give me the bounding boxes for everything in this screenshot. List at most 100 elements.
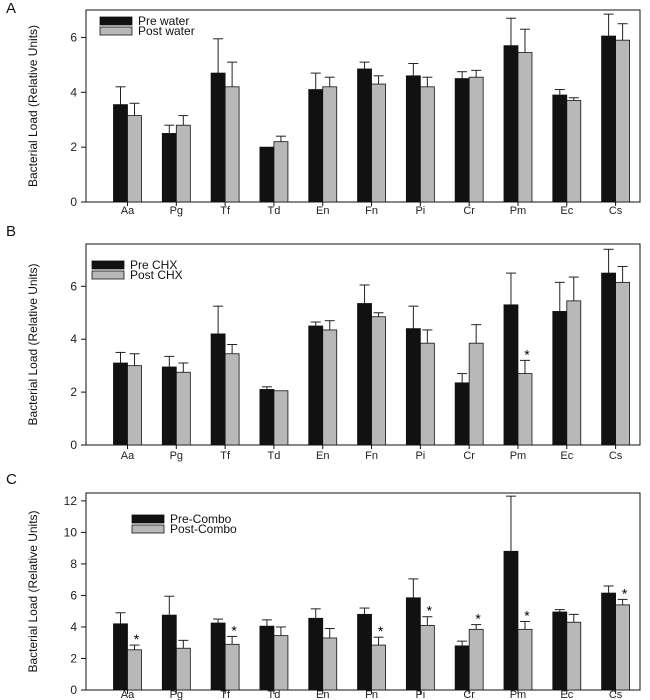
bar-post bbox=[566, 621, 582, 691]
x-tick-label: En bbox=[316, 450, 329, 462]
bar-pre bbox=[308, 89, 324, 203]
y-tick-label: 8 bbox=[70, 557, 77, 571]
bar-pre bbox=[503, 550, 519, 691]
x-tick-label: Cr bbox=[463, 450, 475, 462]
significance-star: * bbox=[622, 585, 628, 601]
x-tick-label: Cr bbox=[463, 689, 475, 700]
x-tick-label: Aa bbox=[121, 450, 135, 462]
x-tick-label: Fn bbox=[365, 450, 378, 462]
legend-label: Pre water bbox=[138, 14, 189, 28]
bar-post bbox=[175, 124, 191, 203]
y-tick-label: 12 bbox=[64, 494, 78, 508]
y-tick-label: 6 bbox=[70, 279, 77, 293]
y-tick-label: 6 bbox=[70, 30, 77, 44]
bar-pre bbox=[552, 611, 568, 691]
legend-label: Pre-Combo bbox=[170, 512, 232, 526]
bar-post bbox=[273, 635, 289, 691]
bar-pre bbox=[454, 645, 470, 691]
bar-pre bbox=[552, 94, 568, 203]
bar-pre bbox=[601, 35, 616, 203]
bar-post bbox=[127, 365, 142, 446]
panel-letter: A bbox=[6, 0, 16, 17]
legend-label: Post water bbox=[138, 24, 195, 38]
x-tick-label: Cs bbox=[609, 689, 623, 700]
bar-pre bbox=[405, 597, 421, 691]
significance-star: * bbox=[378, 623, 384, 639]
x-tick-label: Cr bbox=[463, 205, 475, 217]
bar-pre bbox=[454, 78, 470, 203]
bar-post bbox=[322, 86, 338, 203]
bar-post bbox=[273, 141, 289, 203]
bar-post bbox=[175, 371, 191, 446]
x-tick-label: Pi bbox=[415, 689, 425, 700]
x-tick-label: Cs bbox=[609, 205, 623, 217]
bar-post bbox=[419, 342, 435, 446]
bar-post bbox=[615, 604, 630, 691]
legend-label: Post-Combo bbox=[170, 522, 237, 536]
bar-post bbox=[371, 83, 386, 203]
legend-swatch bbox=[91, 270, 125, 280]
bar-pre bbox=[601, 592, 616, 691]
bar-pre bbox=[161, 614, 177, 691]
bar-post bbox=[371, 316, 386, 446]
legend-swatch bbox=[91, 260, 125, 270]
y-tick-label: 4 bbox=[70, 620, 77, 634]
x-tick-label: Tf bbox=[220, 689, 231, 700]
bar-pre bbox=[259, 389, 275, 446]
x-tick-label: En bbox=[316, 205, 329, 217]
bar-post bbox=[517, 52, 533, 203]
bar-post bbox=[175, 647, 191, 691]
y-axis-title: Bacterial Load (Relative Units) bbox=[26, 25, 40, 187]
bar-pre bbox=[405, 75, 421, 203]
y-tick-label: 0 bbox=[70, 683, 77, 697]
significance-star: * bbox=[524, 346, 530, 362]
y-axis-title: Bacterial Load (Relative Units) bbox=[26, 510, 40, 672]
bar-post bbox=[517, 373, 533, 446]
bar-pre bbox=[308, 617, 324, 691]
bar-pre bbox=[357, 303, 372, 446]
x-tick-label: Fn bbox=[365, 205, 378, 217]
panel-letter: B bbox=[6, 223, 16, 240]
x-tick-label: Pi bbox=[415, 205, 425, 217]
x-tick-label: Td bbox=[267, 205, 280, 217]
bar-post bbox=[322, 637, 338, 691]
x-tick-label: Aa bbox=[121, 205, 135, 217]
bar-pre bbox=[210, 72, 226, 203]
bar-post bbox=[468, 342, 484, 446]
y-tick-label: 2 bbox=[70, 651, 77, 665]
y-tick-label: 4 bbox=[70, 332, 77, 346]
legend-swatch bbox=[99, 26, 133, 36]
bar-pre bbox=[161, 366, 177, 446]
legend-swatch bbox=[131, 524, 165, 534]
bar-post bbox=[273, 390, 289, 446]
bar-pre bbox=[259, 146, 275, 203]
x-tick-label: Pm bbox=[510, 689, 527, 700]
bar-post bbox=[419, 86, 435, 203]
bar-pre bbox=[113, 104, 128, 203]
bar-post bbox=[615, 39, 630, 203]
bar-post bbox=[468, 628, 484, 691]
x-tick-label: Ec bbox=[560, 205, 573, 217]
bar-pre bbox=[113, 623, 128, 691]
bar-post bbox=[517, 628, 533, 691]
bar-pre bbox=[503, 45, 519, 203]
legend-label: Post CHX bbox=[130, 268, 183, 282]
legend-swatch bbox=[131, 514, 165, 524]
x-tick-label: Pg bbox=[170, 689, 183, 700]
y-tick-label: 10 bbox=[64, 525, 78, 539]
x-tick-label: Pm bbox=[510, 450, 527, 462]
x-tick-label: Tf bbox=[220, 205, 231, 217]
legend-swatch bbox=[99, 16, 133, 26]
legend-label: Pre CHX bbox=[130, 258, 177, 272]
y-tick-label: 0 bbox=[70, 195, 77, 209]
bar-pre bbox=[113, 362, 128, 446]
y-tick-label: 4 bbox=[70, 85, 77, 99]
x-tick-label: En bbox=[316, 689, 329, 700]
bar-post bbox=[615, 281, 630, 446]
x-tick-label: Fn bbox=[365, 689, 378, 700]
x-tick-label: Aa bbox=[121, 689, 135, 700]
x-tick-label: Tf bbox=[220, 450, 231, 462]
bar-pre bbox=[601, 272, 616, 446]
bar-pre bbox=[210, 333, 226, 446]
bar-post bbox=[566, 300, 582, 446]
